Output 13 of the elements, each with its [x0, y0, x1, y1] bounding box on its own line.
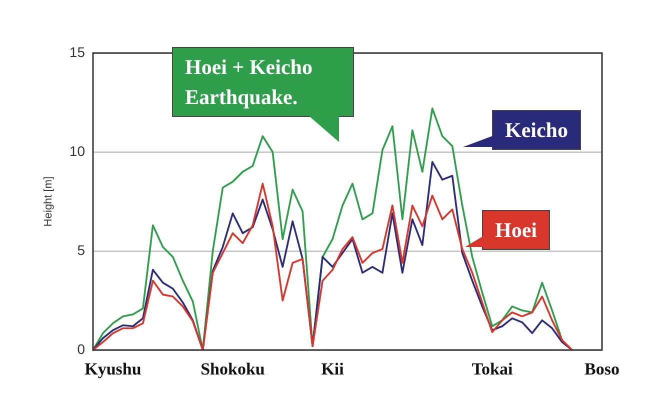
x-tick-label: Kyushu [84, 360, 142, 379]
x-tick-label: Shokoku [200, 360, 265, 379]
x-tick-label: Kii [321, 360, 344, 379]
y-axis-title: Height [m] [42, 176, 55, 227]
y-tick-label: 15 [69, 44, 86, 60]
text: Hoei + Keicho Earthquake. [185, 55, 312, 109]
y-tick-label: 10 [69, 142, 86, 159]
legend-label: Hoei [495, 218, 537, 242]
y-tick-label: 5 [77, 242, 86, 258]
x-tick-label: Boso [584, 360, 620, 379]
y-tick-label: 0 [77, 340, 86, 357]
legend-label: Keicho [505, 118, 568, 142]
x-tick-label: Tokai [472, 360, 513, 379]
